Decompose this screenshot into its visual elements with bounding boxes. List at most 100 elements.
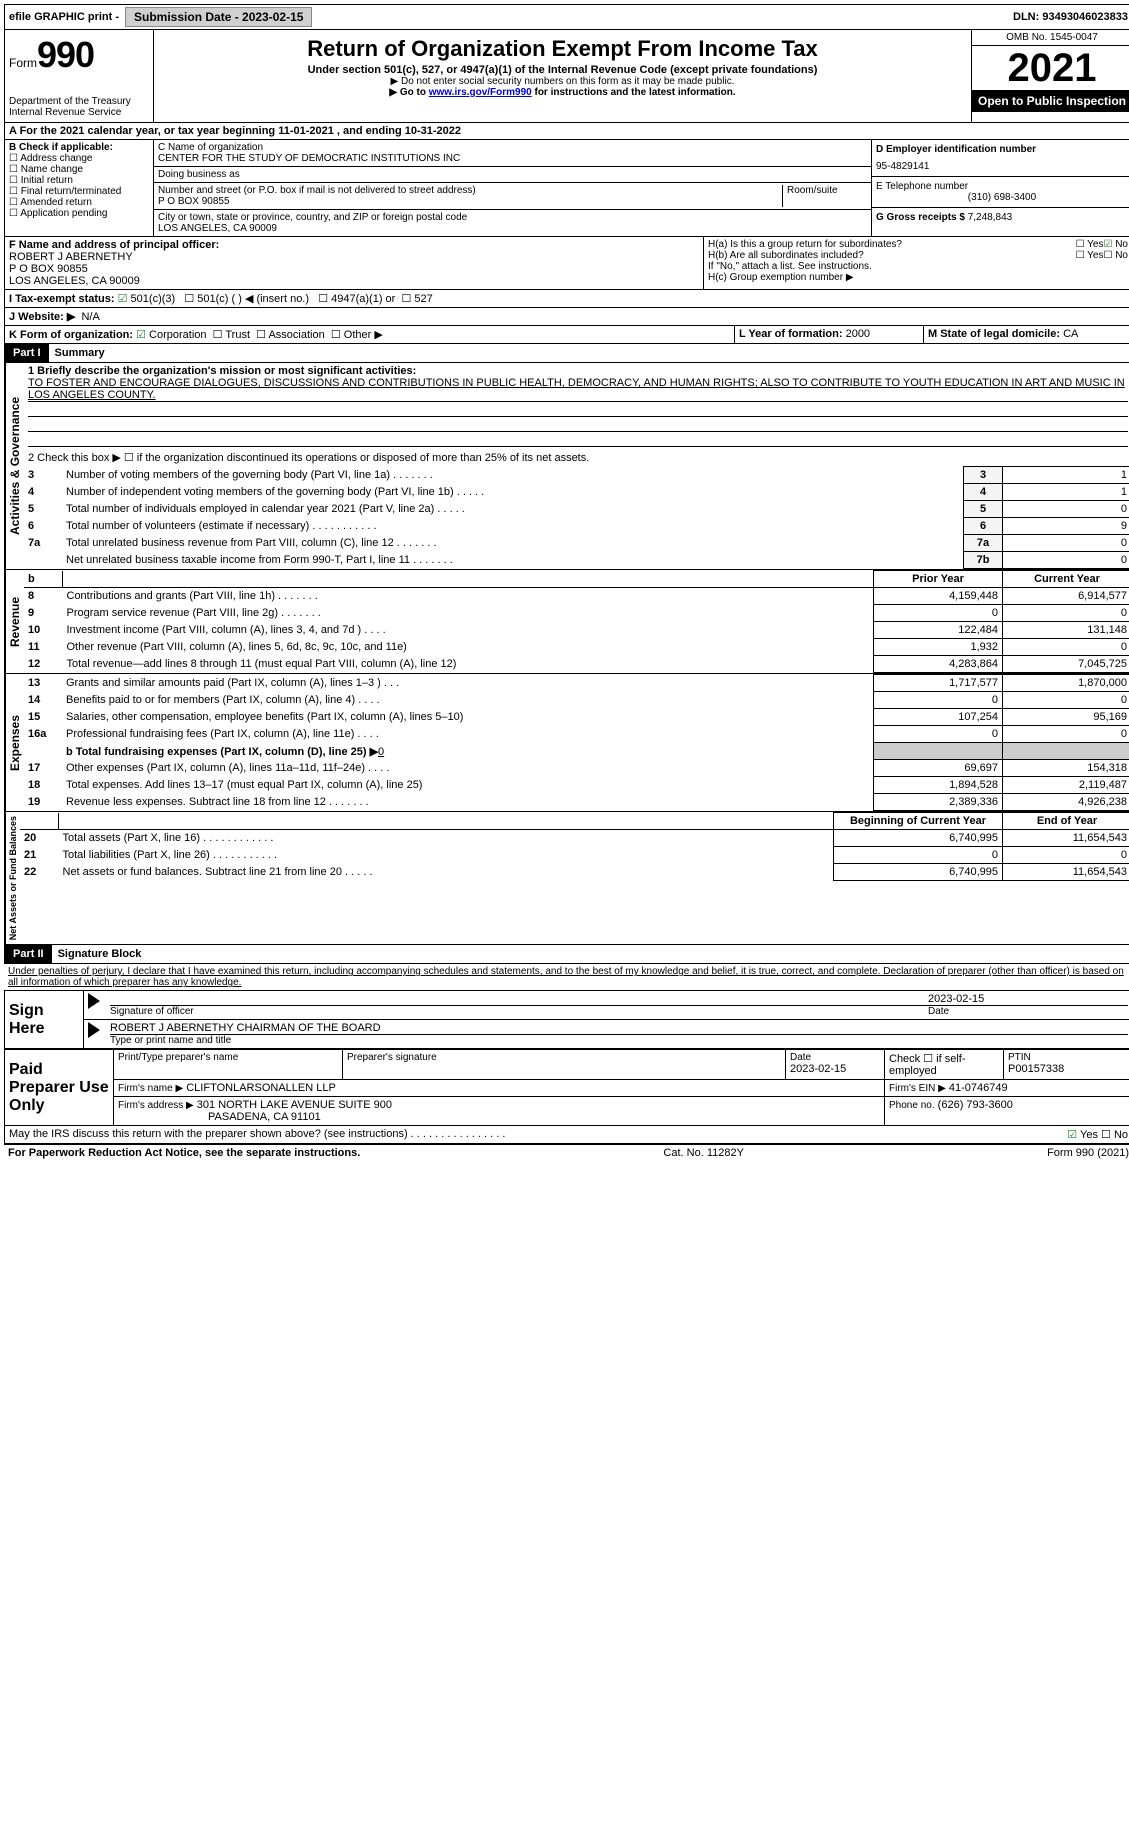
row-text: Total assets (Part X, line 16) . . . . .… [59,830,834,847]
d-ein-label: D Employer identification number [876,144,1128,155]
self-employed-check[interactable]: Check ☐ if self-employed [885,1050,1004,1080]
ein-value: 95-4829141 [876,161,1128,172]
row-num: 16a [24,726,62,743]
current-value: 2,119,487 [1003,777,1129,794]
row-text: Number of voting members of the governin… [62,467,964,484]
chk-501c[interactable]: 501(c) ( ) ◀ (insert no.) [184,293,309,305]
current-value: 95,169 [1003,709,1129,726]
discuss-question: May the IRS discuss this return with the… [9,1128,1067,1141]
website-value: N/A [81,311,99,323]
row-num: 22 [20,864,59,881]
row-num: 20 [20,830,59,847]
prior-value: 0 [874,605,1003,622]
org-name: CENTER FOR THE STUDY OF DEMOCRATIC INSTI… [158,153,867,164]
firm-phone-label: Phone no. [889,1100,935,1111]
row-num: 19 [24,794,62,811]
row-value: 9 [1003,518,1129,535]
chk-corporation[interactable]: Corporation [136,329,206,341]
prior-value: 1,932 [874,639,1003,656]
row-num: 6 [24,518,62,535]
hb-no[interactable]: No [1103,250,1128,261]
submission-date-button[interactable]: Submission Date - 2023-02-15 [125,7,312,27]
irs-label: Internal Revenue Service [9,107,149,118]
prior-value: 107,254 [874,709,1003,726]
row-num: 21 [20,847,59,864]
row-text: Net assets or fund balances. Subtract li… [59,864,834,881]
row-key: 6 [964,518,1003,535]
governance-table: 3Number of voting members of the governi… [24,466,1129,569]
row-num: 9 [24,605,63,622]
j-label: J Website: ▶ [9,311,75,323]
current-value: 0 [1003,726,1129,743]
row-num: 15 [24,709,62,726]
prior-value: 4,283,864 [874,656,1003,673]
discuss-no[interactable]: No [1101,1128,1128,1141]
street-value: P O BOX 90855 [158,196,782,207]
row-text: Grants and similar amounts paid (Part IX… [62,675,874,692]
prep-sig-label: Preparer's signature [347,1052,781,1063]
prior-value: 0 [874,692,1003,709]
prior-value: 1,717,577 [874,675,1003,692]
row-value: 0 [1003,552,1129,569]
chk-501c3[interactable]: 501(c)(3) [118,293,176,305]
row-text: Total unrelated business revenue from Pa… [62,535,964,552]
chk-final-return[interactable]: Final return/terminated [9,186,149,197]
current-value: 4,926,238 [1003,794,1129,811]
current-value: 0 [1003,605,1129,622]
row-text: Total liabilities (Part X, line 26) . . … [59,847,834,864]
current-value: 0 [1003,692,1129,709]
row-num: 12 [24,656,63,673]
chk-527[interactable]: 527 [401,293,432,305]
chk-other[interactable]: Other ▶ [331,329,383,341]
netassets-table: Beginning of Current YearEnd of Year20To… [20,812,1129,881]
row-num: 10 [24,622,63,639]
m-label: M State of legal domicile: [928,328,1060,340]
sig-officer-label: Signature of officer [110,1006,928,1017]
i-label: I Tax-exempt status: [9,293,115,305]
chk-address-change[interactable]: Address change [9,153,149,164]
row-text: Total expenses. Add lines 13–17 (must eq… [62,777,874,794]
row-text: Other expenses (Part IX, column (A), lin… [62,760,874,777]
arrow-icon [88,993,100,1009]
chk-trust[interactable]: Trust [213,329,250,341]
state-domicile: CA [1063,328,1078,340]
row-key: 4 [964,484,1003,501]
firm-addr-label: Firm's address ▶ [118,1100,194,1111]
chk-amended-return[interactable]: Amended return [9,197,149,208]
begin-value: 6,740,995 [834,830,1003,847]
row-text: Number of independent voting members of … [62,484,964,501]
form-ref: Form 990 (2021) [1047,1147,1129,1159]
ha-no[interactable]: No [1103,239,1128,250]
form-word: Form [9,56,37,70]
mission-blank1 [28,402,1128,417]
chk-initial-return[interactable]: Initial return [9,175,149,186]
note-goto-pre: ▶ Go to [389,87,428,98]
mission-blank3 [28,432,1128,447]
chk-4947[interactable]: 4947(a)(1) or [318,293,395,305]
form990-link[interactable]: www.irs.gov/Form990 [429,87,532,98]
hb-yes[interactable]: Yes [1076,250,1104,261]
h-b-label: H(b) Are all subordinates included? [708,250,1076,261]
dba-label: Doing business as [158,169,867,180]
chk-association[interactable]: Association [256,329,325,341]
prior-value: 2,389,336 [874,794,1003,811]
row-num: 18 [24,777,62,794]
row-text: Benefits paid to or for members (Part IX… [62,692,874,709]
chk-application-pending[interactable]: Application pending [9,208,149,219]
netassets-label: Net Assets or Fund Balances [5,812,20,944]
tax-year: 2021 [972,46,1129,90]
officer-street: P O BOX 90855 [9,263,699,275]
city-value: LOS ANGELES, CA 90009 [158,223,867,234]
prep-print-label: Print/Type preparer's name [118,1052,338,1063]
row-text: Net unrelated business taxable income fr… [62,552,964,569]
row-text: Investment income (Part VIII, column (A)… [63,622,874,639]
discuss-yes[interactable]: Yes [1067,1128,1098,1141]
paperwork-notice: For Paperwork Reduction Act Notice, see … [8,1147,360,1159]
end-value: 11,654,543 [1003,864,1129,881]
end-value: 0 [1003,847,1129,864]
current-value: 6,914,577 [1003,588,1129,605]
chk-name-change[interactable]: Name change [9,164,149,175]
ha-yes[interactable]: Yes [1076,239,1104,250]
line-a-tax-year: A For the 2021 calendar year, or tax yea… [4,123,1129,140]
e-phone-label: E Telephone number [876,181,1128,192]
